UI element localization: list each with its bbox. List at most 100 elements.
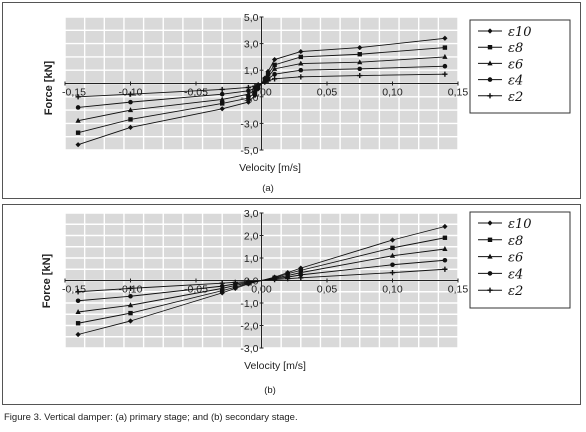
legend-item: ε2: [478, 284, 523, 299]
data-point: [265, 78, 271, 84]
data-point: [75, 298, 81, 304]
x-tick-label: 0,00: [251, 284, 272, 296]
data-point: [298, 74, 304, 80]
y-axis-title: Force [kN]: [43, 60, 55, 115]
data-point: [272, 56, 278, 63]
data-point: [272, 277, 278, 283]
legend-label: ε6: [508, 57, 523, 72]
y-axis-title: Force [kN]: [41, 253, 53, 308]
data-point: [357, 44, 363, 51]
data-point: [245, 99, 251, 105]
legend-marker: [487, 77, 493, 82]
data-point: [127, 107, 134, 113]
data-point: [252, 90, 258, 96]
data-point: [75, 331, 81, 338]
legend-label: ε8: [508, 41, 523, 56]
legend-item: ε6: [478, 57, 523, 72]
data-point: [75, 142, 81, 148]
data-point: [298, 275, 304, 281]
series-2-4: [75, 266, 448, 295]
data-point: [246, 95, 251, 101]
data-point: [272, 76, 278, 82]
x-tick-label: -0,15: [62, 284, 86, 296]
data-point: [232, 279, 238, 285]
legend-marker: [487, 60, 493, 66]
data-point: [389, 252, 396, 258]
y-tick-label: -1,0: [240, 298, 258, 310]
data-point: [265, 68, 271, 75]
data-point: [442, 45, 448, 50]
x-tick-label: 0,10: [382, 284, 403, 296]
data-point: [390, 262, 395, 268]
x-tick-label: 0,05: [317, 87, 338, 99]
data-point: [128, 293, 133, 299]
data-point: [127, 91, 134, 97]
data-point: [298, 272, 304, 278]
legend-item: ε2: [478, 90, 523, 105]
y-tick-label: -3,0: [240, 118, 258, 130]
x-tick-label: 0,05: [317, 284, 338, 296]
figure-caption: Figure 3. Vertical damper: (a) primary s…: [4, 412, 298, 423]
data-point: [389, 237, 396, 243]
x-tick-label: 0,15: [448, 87, 469, 99]
data-point: [442, 257, 448, 263]
y-tick-label: 1,0: [244, 253, 259, 265]
legend-item: ε4: [478, 267, 523, 282]
data-point: [298, 60, 304, 66]
data-point: [75, 130, 81, 135]
data-point: [128, 99, 133, 105]
data-point: [442, 266, 448, 272]
panel-label: (b): [264, 385, 276, 396]
data-point: [442, 235, 448, 240]
y-tick-label: 3,0: [244, 39, 259, 51]
data-point: [272, 65, 278, 71]
data-point: [75, 105, 81, 110]
data-point: [252, 92, 258, 99]
legend-label: ε4: [508, 74, 523, 89]
data-point: [128, 117, 133, 122]
data-point: [298, 67, 304, 73]
data-point: [219, 91, 225, 97]
data-point: [127, 124, 134, 130]
data-point: [357, 72, 363, 79]
legend-item: ε10: [478, 217, 532, 232]
panel-label: (a): [262, 183, 274, 194]
x-tick-label: 0,10: [382, 87, 403, 99]
data-point: [127, 285, 134, 291]
data-point: [357, 66, 363, 72]
legend-label: ε4: [508, 267, 523, 282]
legend-item: ε8: [478, 41, 523, 56]
legend-marker: [487, 271, 493, 276]
legend-box: [469, 211, 571, 309]
data-point: [220, 101, 225, 106]
data-point: [285, 276, 291, 282]
data-point: [246, 88, 251, 94]
data-point: [75, 321, 81, 326]
data-point: [245, 91, 251, 97]
data-point: [219, 280, 225, 286]
data-point: [127, 318, 134, 324]
legend-label: ε6: [508, 251, 523, 266]
legend-item: ε8: [478, 234, 523, 249]
data-point: [75, 117, 81, 123]
data-point: [245, 84, 251, 91]
data-point: [357, 52, 362, 57]
legend-label: ε2: [508, 284, 523, 299]
data-point: [262, 79, 268, 85]
data-point: [75, 309, 81, 314]
data-point: [127, 302, 134, 308]
y-tick-label: 5,0: [244, 12, 259, 24]
legend-label: ε10: [508, 25, 532, 40]
x-tick-label: 0,15: [448, 284, 469, 296]
legend-item: ε6: [478, 251, 523, 266]
legend-marker: [487, 287, 493, 293]
series-2-4: [75, 71, 448, 100]
legend-marker: [487, 93, 493, 99]
x-tick-label: -0,15: [62, 87, 86, 99]
data-point: [442, 246, 448, 251]
x-axis-title: Velocity [m/s]: [239, 162, 301, 174]
data-point: [255, 82, 261, 88]
y-tick-label: 3,0: [244, 208, 259, 220]
